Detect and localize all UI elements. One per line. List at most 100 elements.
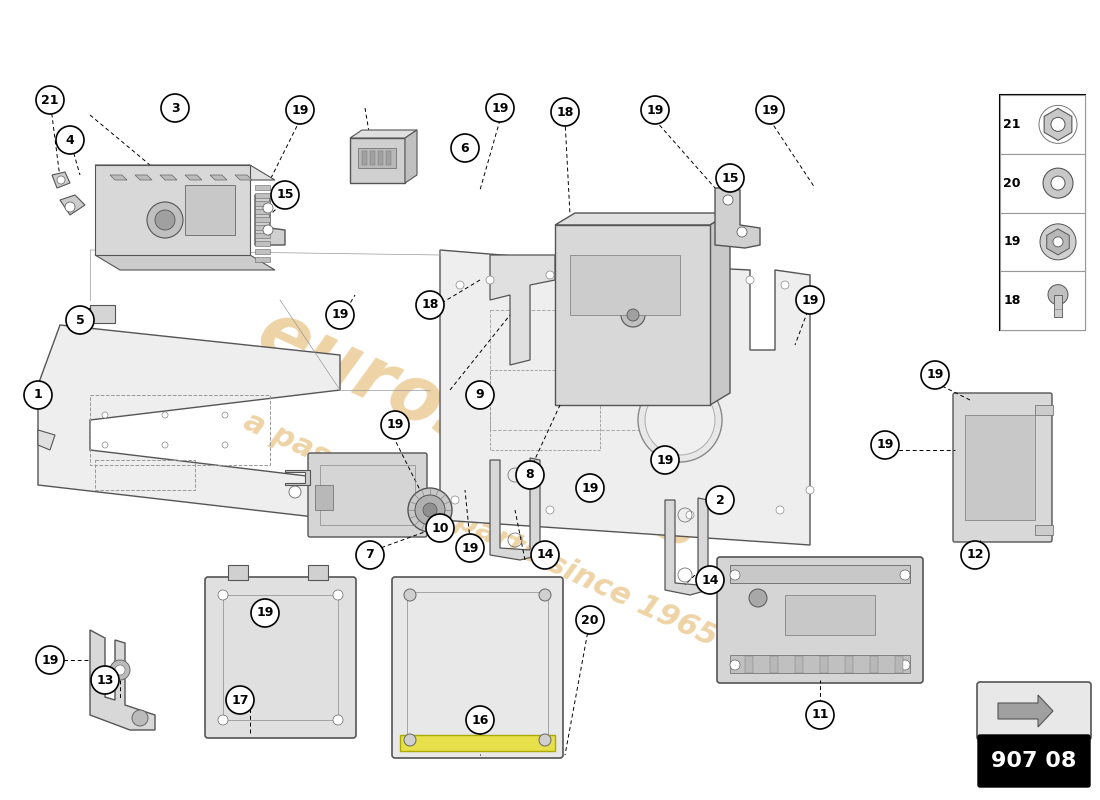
Bar	[255, 201, 270, 206]
Bar	[255, 209, 270, 214]
Text: 18: 18	[421, 298, 439, 311]
Circle shape	[326, 301, 354, 329]
Text: 10: 10	[431, 522, 449, 534]
Polygon shape	[60, 195, 85, 215]
Circle shape	[333, 715, 343, 725]
Bar	[255, 249, 270, 254]
Circle shape	[686, 511, 694, 519]
Circle shape	[645, 385, 715, 455]
Bar	[320, 465, 415, 525]
Polygon shape	[715, 188, 760, 248]
Text: 2: 2	[716, 494, 725, 506]
Circle shape	[116, 665, 125, 675]
Circle shape	[730, 570, 740, 580]
Circle shape	[921, 361, 949, 389]
Bar	[895, 656, 903, 673]
FancyBboxPatch shape	[205, 577, 356, 738]
Circle shape	[516, 461, 544, 489]
Polygon shape	[52, 172, 70, 188]
Bar	[255, 225, 270, 230]
Circle shape	[871, 431, 899, 459]
Polygon shape	[998, 695, 1053, 727]
FancyBboxPatch shape	[953, 393, 1052, 542]
Bar	[570, 255, 680, 315]
Polygon shape	[710, 213, 730, 405]
Polygon shape	[235, 175, 252, 180]
Circle shape	[286, 96, 313, 124]
Bar	[490, 310, 670, 430]
Circle shape	[551, 98, 579, 126]
Circle shape	[415, 495, 446, 525]
Circle shape	[756, 96, 784, 124]
Text: 19: 19	[647, 103, 663, 117]
FancyBboxPatch shape	[978, 735, 1090, 787]
Bar	[255, 185, 270, 190]
Circle shape	[1050, 176, 1065, 190]
Text: 15: 15	[276, 189, 294, 202]
Polygon shape	[95, 165, 250, 255]
Bar	[223, 595, 338, 720]
Circle shape	[132, 710, 148, 726]
Bar	[358, 148, 396, 168]
Circle shape	[546, 506, 554, 514]
Text: 19: 19	[801, 294, 818, 306]
Text: 19: 19	[581, 482, 598, 494]
Bar	[90, 305, 116, 323]
Circle shape	[900, 660, 910, 670]
Circle shape	[271, 181, 299, 209]
Circle shape	[110, 660, 130, 680]
Text: 7: 7	[365, 549, 374, 562]
Circle shape	[781, 281, 789, 289]
Circle shape	[641, 96, 669, 124]
Bar	[386, 151, 390, 165]
Circle shape	[961, 541, 989, 569]
Circle shape	[416, 291, 444, 319]
Circle shape	[1050, 118, 1065, 131]
Circle shape	[451, 134, 478, 162]
Bar	[1054, 294, 1062, 317]
Polygon shape	[90, 630, 155, 730]
Text: 16: 16	[471, 714, 488, 726]
Bar	[350, 138, 405, 183]
Circle shape	[56, 126, 84, 154]
Circle shape	[806, 486, 814, 494]
Polygon shape	[228, 565, 248, 580]
Circle shape	[627, 309, 639, 321]
Circle shape	[730, 660, 740, 670]
Circle shape	[218, 715, 228, 725]
Bar	[255, 233, 270, 238]
Bar	[255, 217, 270, 222]
Circle shape	[576, 606, 604, 634]
Circle shape	[65, 202, 75, 212]
Circle shape	[486, 276, 494, 284]
Bar	[400, 735, 556, 751]
Text: 11: 11	[812, 709, 828, 722]
Bar	[90, 395, 270, 465]
Circle shape	[621, 303, 645, 327]
Polygon shape	[490, 458, 540, 560]
Circle shape	[381, 411, 409, 439]
Bar	[745, 656, 754, 673]
Circle shape	[531, 541, 559, 569]
Circle shape	[424, 503, 437, 517]
Text: 18: 18	[557, 106, 574, 118]
Circle shape	[408, 488, 452, 532]
Polygon shape	[255, 195, 285, 245]
Circle shape	[806, 701, 834, 729]
Circle shape	[539, 589, 551, 601]
Polygon shape	[1044, 108, 1071, 140]
Text: 19: 19	[292, 103, 309, 117]
Text: 21: 21	[42, 94, 58, 106]
Circle shape	[263, 225, 273, 235]
Circle shape	[451, 496, 459, 504]
Circle shape	[24, 381, 52, 409]
Circle shape	[222, 412, 228, 418]
Text: 19: 19	[761, 103, 779, 117]
Circle shape	[651, 446, 679, 474]
Bar	[185, 185, 235, 235]
Circle shape	[776, 506, 784, 514]
Text: 20: 20	[581, 614, 598, 626]
FancyBboxPatch shape	[392, 577, 563, 758]
Text: 19: 19	[461, 542, 478, 554]
Polygon shape	[39, 325, 340, 520]
